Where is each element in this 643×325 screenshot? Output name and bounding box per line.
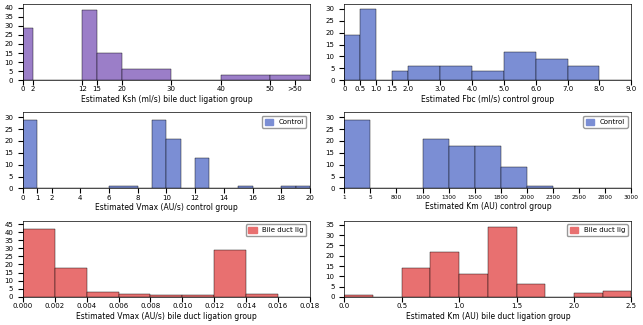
- Bar: [422, 139, 449, 188]
- Bar: [281, 186, 296, 188]
- Bar: [440, 66, 472, 80]
- Legend: Control: Control: [583, 116, 628, 128]
- Bar: [516, 284, 545, 297]
- Bar: [568, 66, 599, 80]
- Bar: [392, 71, 408, 80]
- Bar: [536, 59, 568, 80]
- X-axis label: Estimated Vmax (AU/s) control group: Estimated Vmax (AU/s) control group: [95, 203, 238, 213]
- Legend: Bile duct lig: Bile duct lig: [567, 224, 628, 236]
- Bar: [574, 293, 602, 297]
- Bar: [602, 291, 631, 297]
- X-axis label: Estimated Km (AU) control group: Estimated Km (AU) control group: [424, 202, 551, 212]
- Bar: [270, 75, 310, 80]
- Bar: [402, 268, 430, 297]
- X-axis label: Estimated Ksh (ml/s) bile duct ligation group: Estimated Ksh (ml/s) bile duct ligation …: [80, 95, 252, 104]
- Bar: [344, 295, 373, 297]
- Bar: [475, 146, 501, 188]
- Bar: [501, 167, 527, 188]
- Bar: [246, 293, 278, 297]
- Bar: [214, 250, 246, 297]
- Bar: [150, 295, 183, 297]
- Bar: [167, 139, 181, 188]
- Bar: [360, 9, 376, 80]
- Bar: [82, 10, 97, 80]
- Legend: Bile duct lig: Bile duct lig: [246, 224, 307, 236]
- Bar: [118, 293, 150, 297]
- Bar: [87, 292, 118, 297]
- Bar: [97, 53, 122, 80]
- Bar: [296, 186, 310, 188]
- Bar: [23, 28, 33, 80]
- Bar: [344, 120, 370, 188]
- X-axis label: Estimated Km (AU) bile duct ligation group: Estimated Km (AU) bile duct ligation gro…: [406, 312, 570, 321]
- Bar: [109, 186, 138, 188]
- Bar: [221, 75, 270, 80]
- Bar: [152, 120, 167, 188]
- Bar: [430, 252, 459, 297]
- Bar: [503, 52, 536, 80]
- Bar: [23, 120, 37, 188]
- Bar: [55, 268, 87, 297]
- Bar: [472, 71, 503, 80]
- Bar: [527, 186, 553, 188]
- X-axis label: Estimated Fbc (ml/s) control group: Estimated Fbc (ml/s) control group: [421, 95, 554, 104]
- X-axis label: Estimated Vmax (AU/s) bile duct ligation group: Estimated Vmax (AU/s) bile duct ligation…: [76, 312, 257, 321]
- Bar: [238, 186, 253, 188]
- Bar: [23, 229, 55, 297]
- Bar: [488, 227, 516, 297]
- Bar: [122, 69, 171, 80]
- Bar: [183, 295, 214, 297]
- Bar: [449, 146, 475, 188]
- Bar: [459, 274, 488, 297]
- Bar: [408, 66, 440, 80]
- Bar: [195, 158, 210, 188]
- Legend: Control: Control: [262, 116, 307, 128]
- Bar: [344, 35, 360, 80]
